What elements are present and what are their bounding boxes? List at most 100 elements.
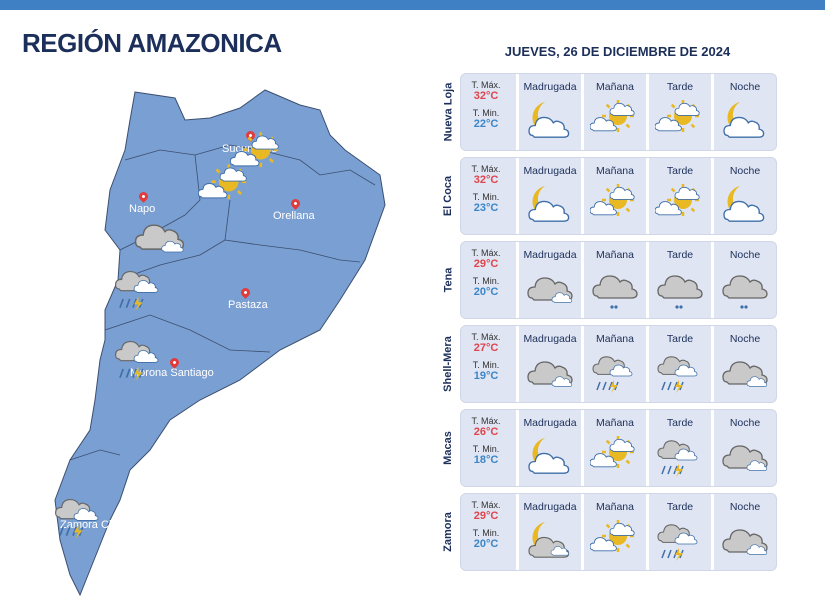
rain-icon [722,275,768,309]
period-label: Madrugada [523,501,577,513]
period-label: Madrugada [523,81,577,93]
tmax-value: 32°C [473,174,499,186]
period-label: Noche [729,333,761,345]
period-label: Tarde [666,501,694,513]
tmax-value: 27°C [473,342,499,354]
period-label: Noche [729,249,761,261]
forecast-card: T. Máx. 32°C T. Min. 22°C Madrugada Maña… [460,73,777,151]
period-label: Mañana [596,417,634,429]
city-name-text: El Coca [442,175,455,217]
moon-cloud-icon [723,102,765,138]
tmin-value: 20°C [473,538,499,550]
period-label: Mañana [596,249,634,261]
period-label: Noche [729,165,761,177]
period-column: Madrugada [516,242,581,318]
overcast-icon [722,445,768,471]
moon-overcast-icon [528,522,570,558]
period-label: Mañana [596,501,634,513]
rain-icon [657,275,703,309]
tmin-value: 19°C [473,370,499,382]
period-label: Madrugada [523,165,577,177]
city-name: Macas [440,409,456,487]
tmax-label: T. Máx. [471,248,501,258]
period-label: Tarde [666,417,694,429]
storm-icon [657,524,698,561]
period-column: Mañana [581,410,646,486]
tmin-label: T. Min. [472,192,500,202]
tmax-label: T. Máx. [471,416,501,426]
sun-cloud-icon [655,184,700,216]
period-column: Madrugada [516,494,581,570]
period-label: Tarde [666,333,694,345]
period-column: Noche [711,494,776,570]
map-storm-icon [115,271,159,311]
city-forecast-row: Nueva Loja T. Máx. 32°C T. Min. 22°C Mad… [440,73,777,151]
period-label: Mañana [596,81,634,93]
temperature-block: T. Máx. 32°C T. Min. 23°C [461,158,511,214]
period-column: Noche [711,410,776,486]
period-column: Mañana [581,74,646,150]
tmin-value: 22°C [473,118,499,130]
moon-cloud-icon [528,186,570,222]
tmin-label: T. Min. [472,276,500,286]
period-column: Noche [711,158,776,234]
forecast-card: T. Máx. 29°C T. Min. 20°C Madrugada Maña… [460,493,777,571]
map-storm-icon [55,499,99,539]
period-column: Noche [711,74,776,150]
rain-icon [592,275,638,309]
forecast-card: T. Máx. 32°C T. Min. 23°C Madrugada Maña… [460,157,777,235]
sun-cloud-icon [590,520,635,552]
storm-icon [592,356,633,393]
period-label: Tarde [666,165,694,177]
overcast-icon [527,361,573,387]
period-label: Mañana [596,165,634,177]
period-column: Tarde [646,242,711,318]
city-name: Tena [440,241,456,319]
sun-cloud-icon [590,184,635,216]
tmax-value: 32°C [473,90,499,102]
map-overcast-icon [134,224,185,253]
overcast-icon [527,277,573,303]
temperature-block: T. Máx. 32°C T. Min. 22°C [461,74,511,130]
forecast-card: T. Máx. 26°C T. Min. 18°C Madrugada Maña… [460,409,777,487]
tmin-value: 20°C [473,286,499,298]
map-sun-cloud-icon [198,164,247,200]
city-name: El Coca [440,157,456,235]
sun-cloud-icon [655,100,700,132]
city-name-text: Zamora [442,512,454,552]
period-label: Mañana [596,333,634,345]
period-column: Mañana [581,158,646,234]
region-map [54,89,386,597]
map-label-orellana: Orellana [273,210,315,222]
tmin-label: T. Min. [472,108,500,118]
period-label: Madrugada [523,333,577,345]
map-storm-icon [115,341,159,381]
period-column: Tarde [646,410,711,486]
period-column: Madrugada [516,74,581,150]
map-sun-cloud-icon [230,132,279,168]
period-column: Noche [711,326,776,402]
period-column: Tarde [646,74,711,150]
city-name: Shell-Mera [440,325,456,403]
period-label: Noche [729,81,761,93]
moon-cloud-icon [528,438,570,474]
period-column: Tarde [646,494,711,570]
tmax-value: 26°C [473,426,499,438]
overcast-icon [722,529,768,555]
temperature-block: T. Máx. 29°C T. Min. 20°C [461,242,511,298]
temperature-block: T. Máx. 27°C T. Min. 19°C [461,326,511,382]
forecast-card: T. Máx. 29°C T. Min. 20°C Madrugada Maña… [460,241,777,319]
moon-cloud-icon [528,102,570,138]
period-column: Madrugada [516,410,581,486]
temperature-block: T. Máx. 26°C T. Min. 18°C [461,410,511,466]
city-forecast-row: Zamora T. Máx. 29°C T. Min. 20°C Madruga… [440,493,777,571]
map-label-morona: Morona Santiago [130,367,214,379]
top-bar [0,0,825,10]
tmax-value: 29°C [473,258,499,270]
period-column: Mañana [581,242,646,318]
map-label-pastaza: Pastaza [228,299,268,311]
tmin-label: T. Min. [472,360,500,370]
period-column: Madrugada [516,158,581,234]
forecast-date: JUEVES, 26 DE DICIEMBRE DE 2024 [504,44,731,59]
period-column: Mañana [581,494,646,570]
